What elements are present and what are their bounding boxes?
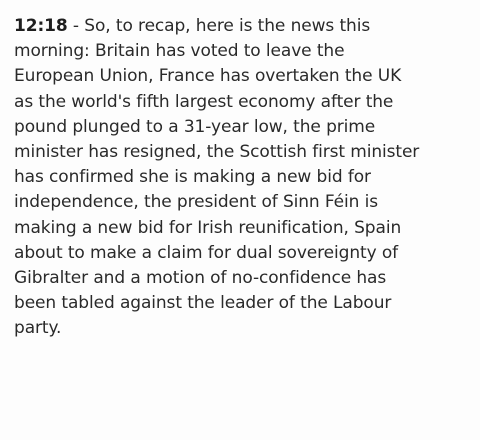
timestamp-separator: - <box>67 16 85 36</box>
post-text-line: been tabled against the leader of the La… <box>14 293 392 314</box>
post-text-line: making a new bid for Irish reunification… <box>14 217 402 238</box>
post-text-line: has confirmed she is making a new bid fo… <box>14 167 371 188</box>
post-text-line: party. <box>14 318 62 339</box>
post-text-line: as the world's fifth largest economy aft… <box>14 91 394 112</box>
post-timestamp: 12:18 <box>14 16 68 36</box>
post-text-line: European Union, France has overtaken the… <box>14 66 402 87</box>
post-line-1: 12:18 - So, to recap, here is the news t… <box>14 14 470 39</box>
post-text-line: pound plunged to a 31-year low, the prim… <box>14 116 376 137</box>
post-text-line: independence, the president of Sinn Féin… <box>14 192 378 213</box>
live-blog-post: 12:18 - So, to recap, here is the news t… <box>14 14 470 342</box>
post-text-line: Gibralter and a motion of no-confidence … <box>14 268 387 289</box>
post-text-line: minister has resigned, the Scottish firs… <box>14 142 420 163</box>
post-text-line: morning: Britain has voted to leave the <box>14 41 345 62</box>
post-text-line: So, to recap, here is the news this <box>84 16 371 36</box>
post-text-line: about to make a claim for dual sovereign… <box>14 242 399 263</box>
